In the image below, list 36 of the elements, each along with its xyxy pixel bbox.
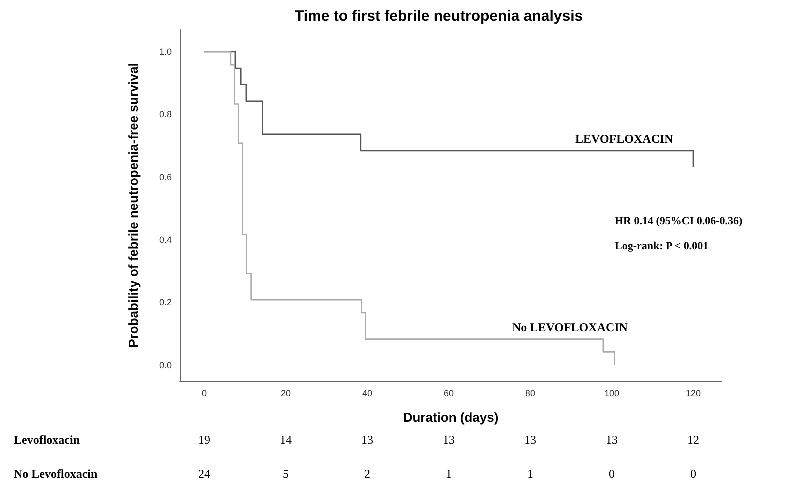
x-tick-label: 120 bbox=[686, 388, 701, 398]
text: No Levofloxacin bbox=[14, 467, 98, 481]
x-tick-label: 60 bbox=[444, 388, 454, 398]
text: 14 bbox=[280, 433, 292, 447]
text: 12 bbox=[687, 433, 700, 447]
y-axis-title: Probability of febrile neutropenia-free survival bbox=[126, 63, 141, 348]
series-label: No LEVOFLOXACIN bbox=[512, 320, 628, 334]
annotation: HR 0.14 (95%CI 0.06-0.36) bbox=[615, 216, 744, 228]
x-tick-label: 80 bbox=[525, 388, 536, 398]
text: 19 bbox=[198, 433, 210, 447]
annotation: Log-rank: P < 0.001 bbox=[615, 240, 709, 252]
x-axis-title: Duration (days) bbox=[403, 410, 499, 425]
x-tick-label: 100 bbox=[604, 388, 620, 398]
text: 1 bbox=[446, 467, 452, 481]
chart-title: Time to first febrile neutropenia analysis bbox=[294, 8, 584, 25]
y-tick-label: 0.4 bbox=[159, 234, 172, 245]
x-tick-label: 0 bbox=[202, 388, 207, 398]
text: 5 bbox=[282, 467, 289, 481]
y-tick-label: 0.6 bbox=[159, 172, 172, 182]
text: 0 bbox=[690, 467, 696, 481]
x-tick-label: 20 bbox=[280, 388, 291, 398]
text: 13 bbox=[524, 433, 536, 447]
y-tick-label: 0.2 bbox=[159, 298, 172, 308]
y-tick-label: 1.0 bbox=[159, 46, 172, 57]
y-tick-label: 0.8 bbox=[159, 110, 172, 120]
text: 1 bbox=[527, 467, 534, 481]
text: 13 bbox=[442, 433, 455, 447]
text: 13 bbox=[606, 433, 618, 447]
text: Levofloxacin bbox=[14, 433, 80, 447]
text: 24 bbox=[198, 467, 210, 481]
text: 13 bbox=[361, 433, 374, 447]
text: 2 bbox=[364, 467, 370, 481]
text: 0 bbox=[608, 467, 615, 481]
y-tick-label: 0.0 bbox=[159, 360, 172, 370]
series-label: LEVOFLOXACIN bbox=[576, 132, 674, 146]
x-tick-label: 40 bbox=[362, 388, 372, 398]
